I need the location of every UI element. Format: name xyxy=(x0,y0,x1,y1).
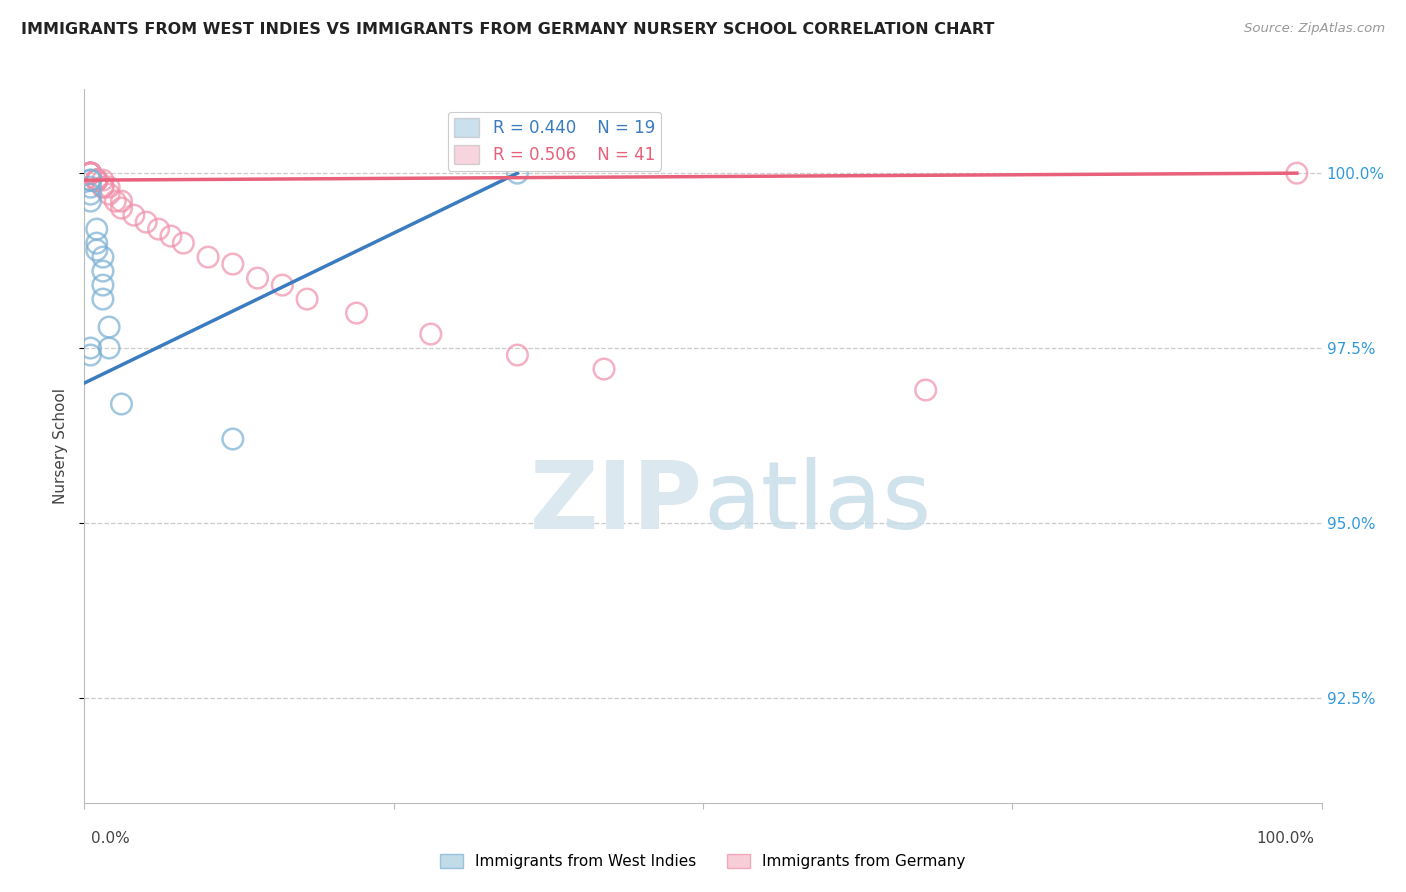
Point xyxy=(104,194,127,208)
Point xyxy=(1285,166,1308,180)
Point xyxy=(79,166,101,180)
Point xyxy=(79,341,101,355)
Text: Source: ZipAtlas.com: Source: ZipAtlas.com xyxy=(1244,22,1385,36)
Point xyxy=(172,236,194,251)
Point xyxy=(91,264,114,278)
Point xyxy=(246,271,269,285)
Point xyxy=(79,166,101,180)
Point xyxy=(197,250,219,264)
Point xyxy=(506,348,529,362)
Y-axis label: Nursery School: Nursery School xyxy=(52,388,67,504)
Point xyxy=(86,173,108,187)
Point xyxy=(86,173,108,187)
Point xyxy=(79,166,101,180)
Point xyxy=(86,222,108,236)
Point xyxy=(86,173,108,187)
Point xyxy=(79,194,101,208)
Point xyxy=(98,320,121,334)
Point xyxy=(79,166,101,180)
Point xyxy=(79,187,101,202)
Point xyxy=(86,173,108,187)
Text: IMMIGRANTS FROM WEST INDIES VS IMMIGRANTS FROM GERMANY NURSERY SCHOOL CORRELATIO: IMMIGRANTS FROM WEST INDIES VS IMMIGRANT… xyxy=(21,22,994,37)
Point xyxy=(86,173,108,187)
Point xyxy=(914,383,936,397)
Point xyxy=(79,166,101,180)
Legend: R = 0.440    N = 19, R = 0.506    N = 41: R = 0.440 N = 19, R = 0.506 N = 41 xyxy=(447,112,661,170)
Point xyxy=(110,397,132,411)
Point xyxy=(91,250,114,264)
Point xyxy=(135,215,157,229)
Point xyxy=(79,173,101,187)
Point xyxy=(86,243,108,257)
Point xyxy=(79,180,101,194)
Point xyxy=(160,229,183,244)
Point xyxy=(222,432,245,446)
Point xyxy=(98,187,121,202)
Legend: Immigrants from West Indies, Immigrants from Germany: Immigrants from West Indies, Immigrants … xyxy=(434,848,972,875)
Point xyxy=(91,292,114,306)
Point xyxy=(98,180,121,194)
Text: 0.0%: 0.0% xyxy=(91,831,131,846)
Point xyxy=(271,278,294,293)
Point xyxy=(110,201,132,215)
Point xyxy=(91,278,114,293)
Point xyxy=(91,173,114,187)
Point xyxy=(122,208,145,222)
Point xyxy=(91,180,114,194)
Point xyxy=(79,166,101,180)
Point xyxy=(506,166,529,180)
Point xyxy=(86,173,108,187)
Text: 100.0%: 100.0% xyxy=(1257,831,1315,846)
Text: atlas: atlas xyxy=(703,457,931,549)
Point xyxy=(86,173,108,187)
Point xyxy=(79,173,101,187)
Point xyxy=(222,257,245,271)
Point xyxy=(110,194,132,208)
Point xyxy=(98,341,121,355)
Point xyxy=(79,166,101,180)
Point xyxy=(79,166,101,180)
Point xyxy=(593,362,616,376)
Text: ZIP: ZIP xyxy=(530,457,703,549)
Point xyxy=(295,292,318,306)
Point xyxy=(148,222,170,236)
Point xyxy=(346,306,368,320)
Point xyxy=(79,348,101,362)
Point xyxy=(79,166,101,180)
Point xyxy=(91,180,114,194)
Point xyxy=(419,327,441,342)
Point xyxy=(86,236,108,251)
Point xyxy=(86,173,108,187)
